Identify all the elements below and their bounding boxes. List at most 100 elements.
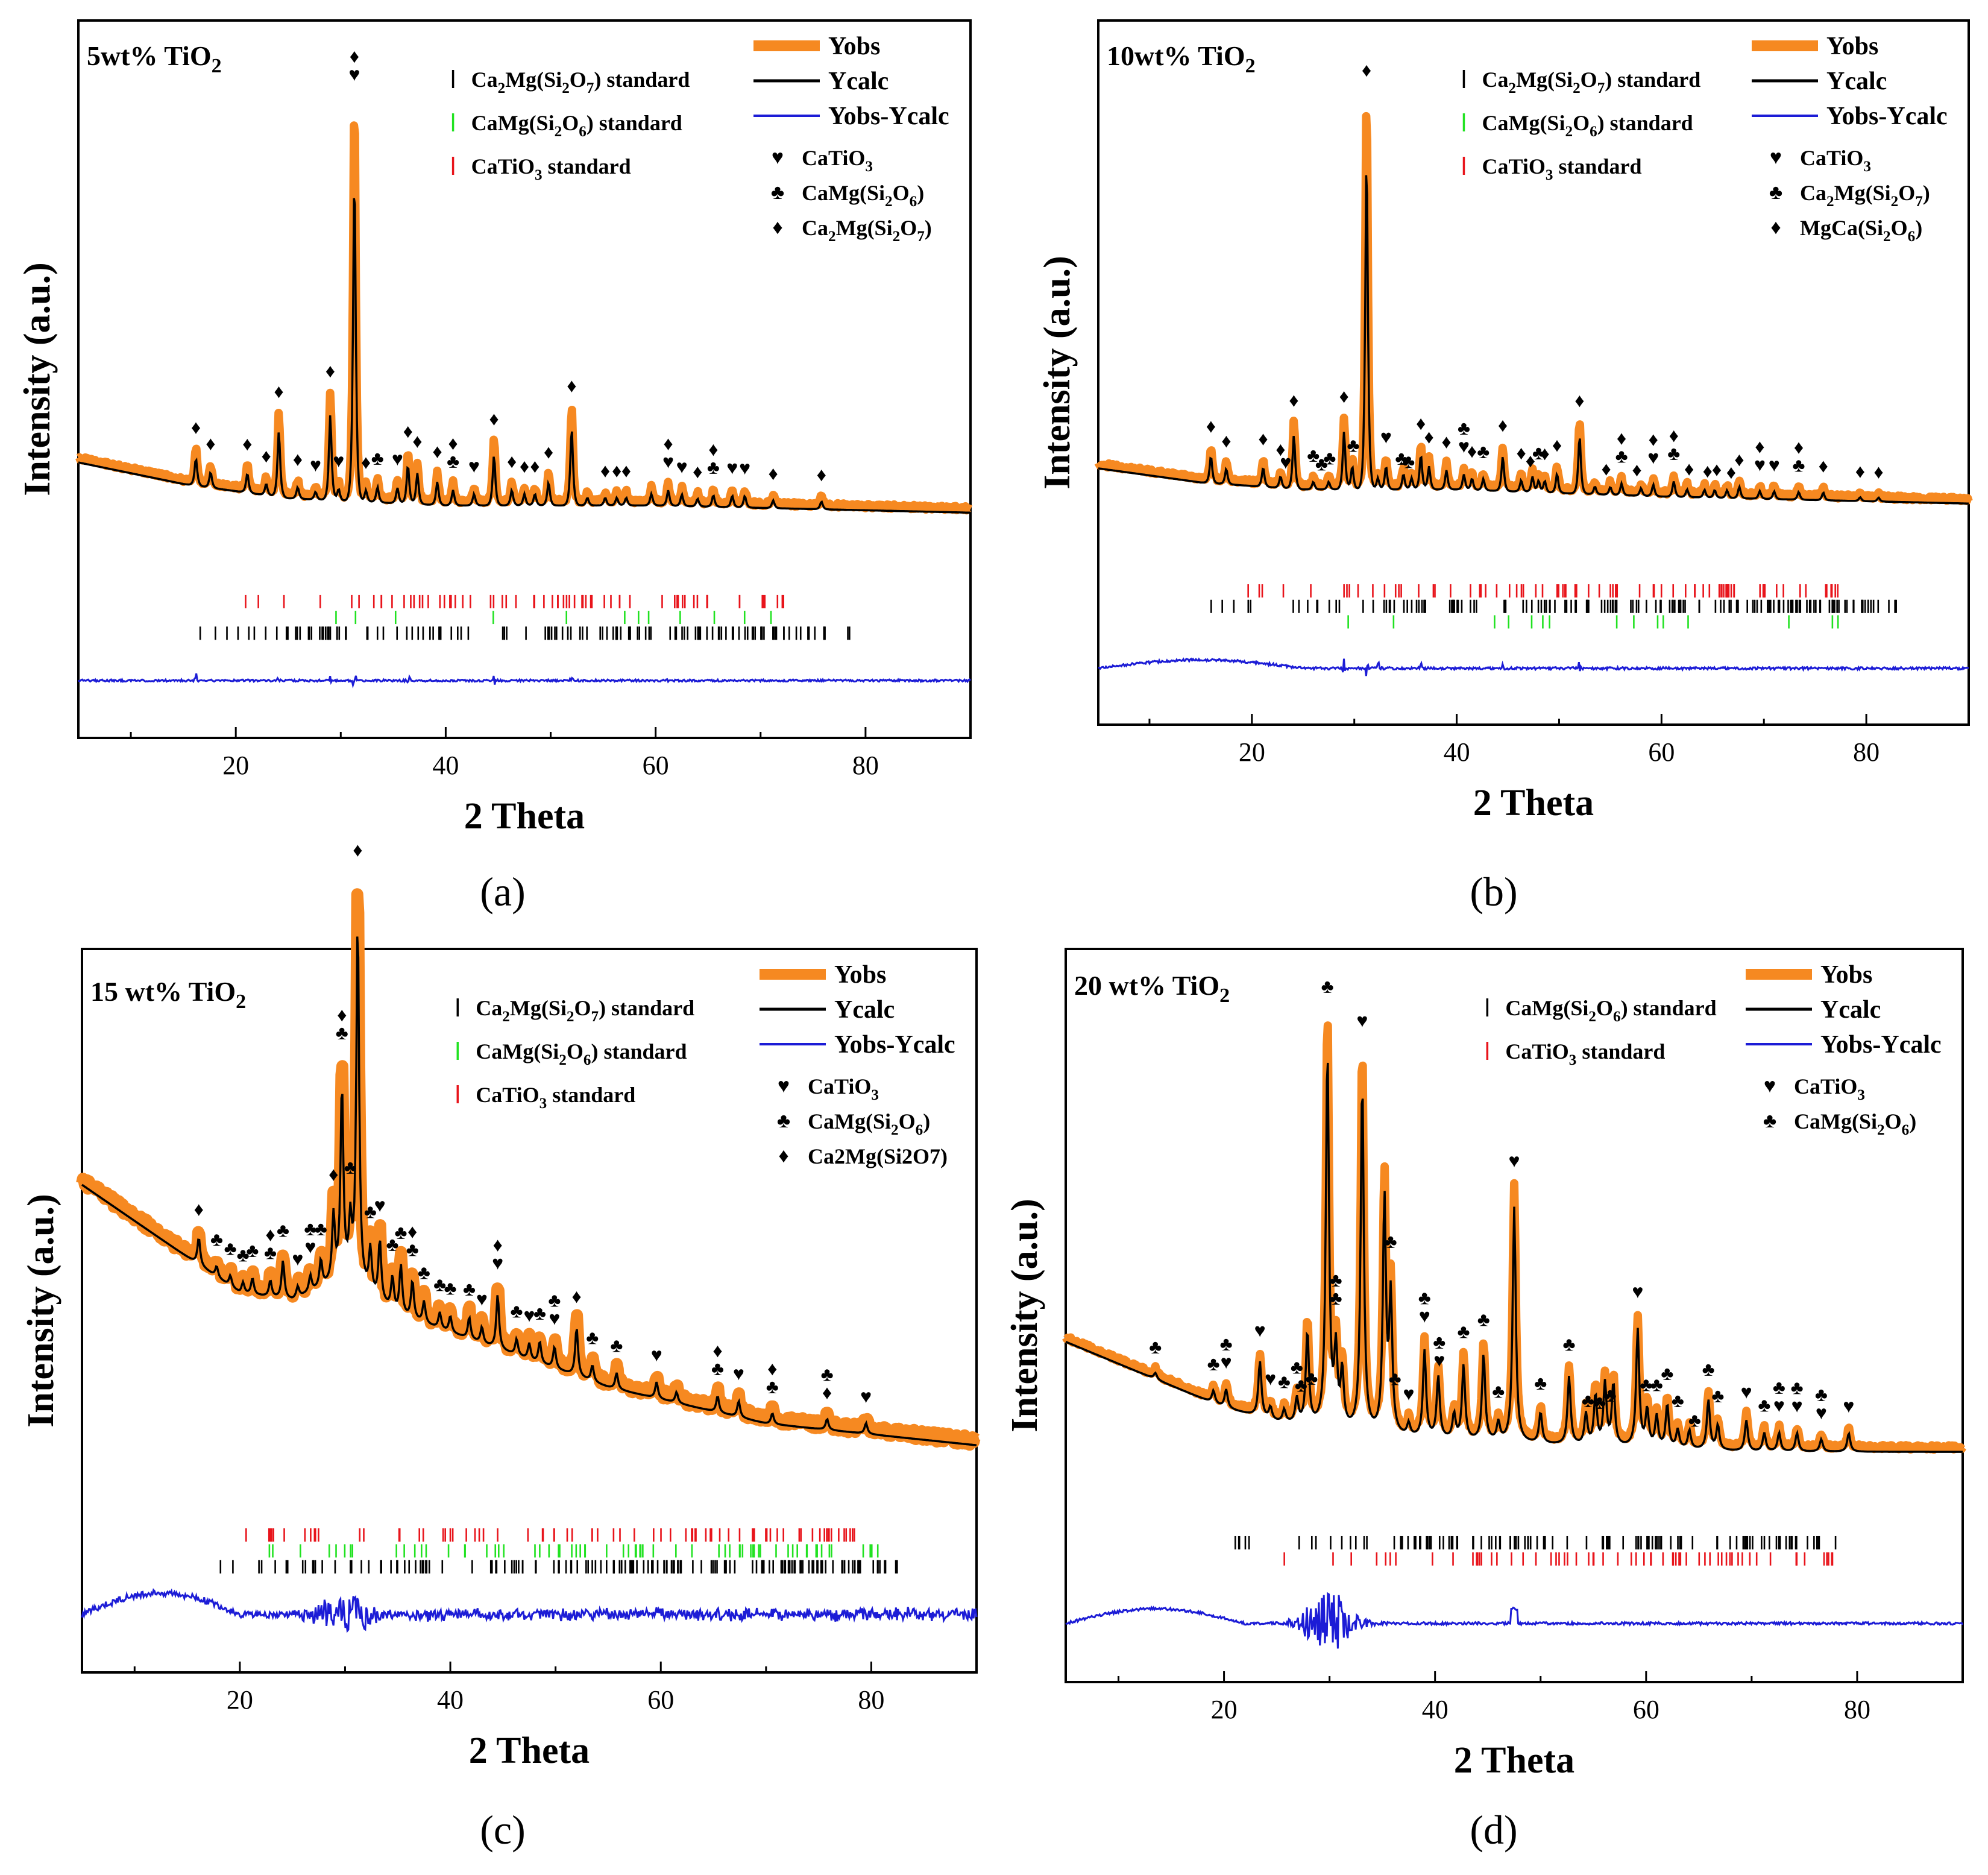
- diamond-marker: ♦: [1601, 458, 1611, 479]
- diamond-marker: ♦: [1669, 424, 1679, 446]
- diamond-marker: ♦: [329, 1164, 338, 1185]
- diamond-marker: ♦: [432, 441, 442, 462]
- diamond-marker: ♦: [1289, 389, 1298, 411]
- diamond-marker: ♦: [326, 360, 335, 382]
- club-marker: ♣: [1563, 1334, 1576, 1355]
- legend-standard-label: CaTiO3 standard: [471, 154, 631, 183]
- diamond-marker: ♦: [1712, 459, 1722, 481]
- legend-standard-label: CaMg(Si2O6) standard: [471, 111, 682, 140]
- diamond-marker: ♦: [262, 445, 271, 467]
- heart-marker: ♥: [739, 457, 750, 479]
- x-tick-label: 60: [1633, 1695, 1659, 1724]
- club-marker: ♣: [364, 1201, 377, 1223]
- x-axis-label: 2 Theta: [464, 796, 585, 837]
- heart-marker: ♥: [1741, 1381, 1752, 1402]
- club-marker: ♣: [1389, 1368, 1401, 1390]
- panel-title: 15 wt% TiO2: [90, 976, 246, 1013]
- heart-marker: ♥: [1773, 1394, 1785, 1416]
- club-marker: ♣: [1688, 1409, 1701, 1431]
- diamond-marker: ♦: [1649, 429, 1658, 450]
- diamond-marker: ♦: [1617, 427, 1626, 449]
- club-marker: ♣: [1321, 975, 1334, 997]
- heart-marker: ♥: [733, 1363, 744, 1384]
- club-marker: ♣: [1492, 1380, 1505, 1402]
- club-marker: ♣: [1149, 1336, 1162, 1358]
- difference-series: [1098, 657, 1969, 676]
- legend-standard-label: Ca2Mg(Si2O7) standard: [476, 996, 694, 1025]
- diamond-marker: ♦: [206, 432, 215, 454]
- x-tick-label: 40: [432, 751, 459, 780]
- club-marker: ♣: [1220, 1333, 1233, 1355]
- legend-club-icon: ♣: [777, 1110, 790, 1132]
- heart-marker: ♥: [1433, 1349, 1445, 1371]
- heart-marker: ♥: [374, 1194, 386, 1216]
- club-marker: ♣: [447, 450, 459, 472]
- heart-marker: ♥: [1356, 1010, 1368, 1032]
- heart-marker: ♥: [1769, 454, 1780, 476]
- x-tick-label: 40: [1422, 1695, 1449, 1724]
- difference-series: [77, 673, 972, 689]
- legend-label-yobs: Yobs: [1820, 961, 1872, 989]
- heart-marker: ♥: [476, 1288, 488, 1309]
- diamond-marker: ♦: [1276, 438, 1285, 460]
- club-marker: ♣: [277, 1220, 289, 1241]
- club-marker: ♣: [707, 456, 720, 478]
- heart-marker: ♥: [292, 1248, 303, 1270]
- heart-marker: ♥: [304, 1236, 316, 1258]
- heart-marker: ♥: [492, 1252, 503, 1273]
- diamond-marker: ♦: [361, 452, 371, 473]
- club-marker: ♣: [395, 1221, 407, 1243]
- legend-phase-label: CaMg(Si2O6): [808, 1109, 930, 1138]
- diamond-marker: ♦: [492, 1234, 502, 1255]
- yobs-series: [1094, 112, 1973, 505]
- legend-club-icon: ♣: [1763, 1110, 1776, 1132]
- legend-heart-icon: ♥: [772, 147, 784, 169]
- club-marker: ♣: [1457, 1320, 1470, 1342]
- panel-caption-b: (b): [1470, 869, 1518, 915]
- legend-label-diff: Yobs-Ycalc: [1826, 102, 1948, 130]
- legend-standard-label: CaTiO3 standard: [1482, 154, 1641, 183]
- difference-series: [81, 1588, 978, 1633]
- club-marker: ♣: [1615, 446, 1628, 467]
- heart-marker: ♥: [524, 1305, 535, 1326]
- diamond-marker: ♦: [242, 433, 252, 455]
- diamond-marker: ♦: [708, 438, 718, 460]
- diamond-marker: ♦: [1734, 449, 1744, 470]
- heart-marker: ♥: [310, 454, 321, 476]
- legend-phase-label: CaTiO3: [802, 146, 873, 175]
- diamond-marker: ♦: [663, 432, 673, 454]
- y-axis-label: Intensity (a.u.): [1037, 256, 1078, 490]
- club-marker: ♣: [548, 1290, 561, 1311]
- diamond-marker: ♦: [1755, 435, 1764, 457]
- diamond-marker: ♦: [1540, 443, 1550, 464]
- x-tick-label: 60: [643, 751, 669, 780]
- heart-marker: ♥: [676, 456, 688, 477]
- club-marker: ♣: [1711, 1385, 1724, 1407]
- diamond-marker: ♦: [767, 1358, 777, 1379]
- legend-diamond-icon: ♦: [772, 216, 782, 239]
- x-tick-label: 40: [437, 1685, 464, 1715]
- heart-marker: ♥: [1280, 452, 1291, 473]
- club-marker: ♣: [1315, 453, 1328, 475]
- club-marker: ♣: [315, 1218, 327, 1240]
- yobs-series: [1062, 1021, 1966, 1454]
- club-marker: ♣: [336, 1022, 348, 1044]
- club-marker: ♣: [511, 1300, 523, 1322]
- diamond-marker: ♦: [1221, 430, 1231, 452]
- legend-label-ycalc: Ycalc: [828, 68, 889, 95]
- club-marker: ♣: [237, 1244, 250, 1266]
- club-marker: ♣: [711, 1358, 724, 1379]
- club-marker: ♣: [444, 1278, 457, 1299]
- legend-phase-label: CaTiO3: [1794, 1074, 1865, 1103]
- club-marker: ♣: [1758, 1394, 1770, 1416]
- diamond-marker: ♦: [1873, 461, 1883, 482]
- difference-series: [1065, 1592, 1964, 1649]
- club-marker: ♣: [610, 1335, 623, 1357]
- club-marker: ♣: [1477, 441, 1489, 462]
- club-marker: ♣: [264, 1241, 277, 1263]
- x-tick-label: 80: [858, 1685, 884, 1715]
- heart-marker: ♥: [348, 63, 360, 85]
- club-marker: ♣: [1433, 1331, 1445, 1353]
- club-marker: ♣: [1323, 447, 1336, 469]
- heart-marker: ♥: [333, 450, 344, 471]
